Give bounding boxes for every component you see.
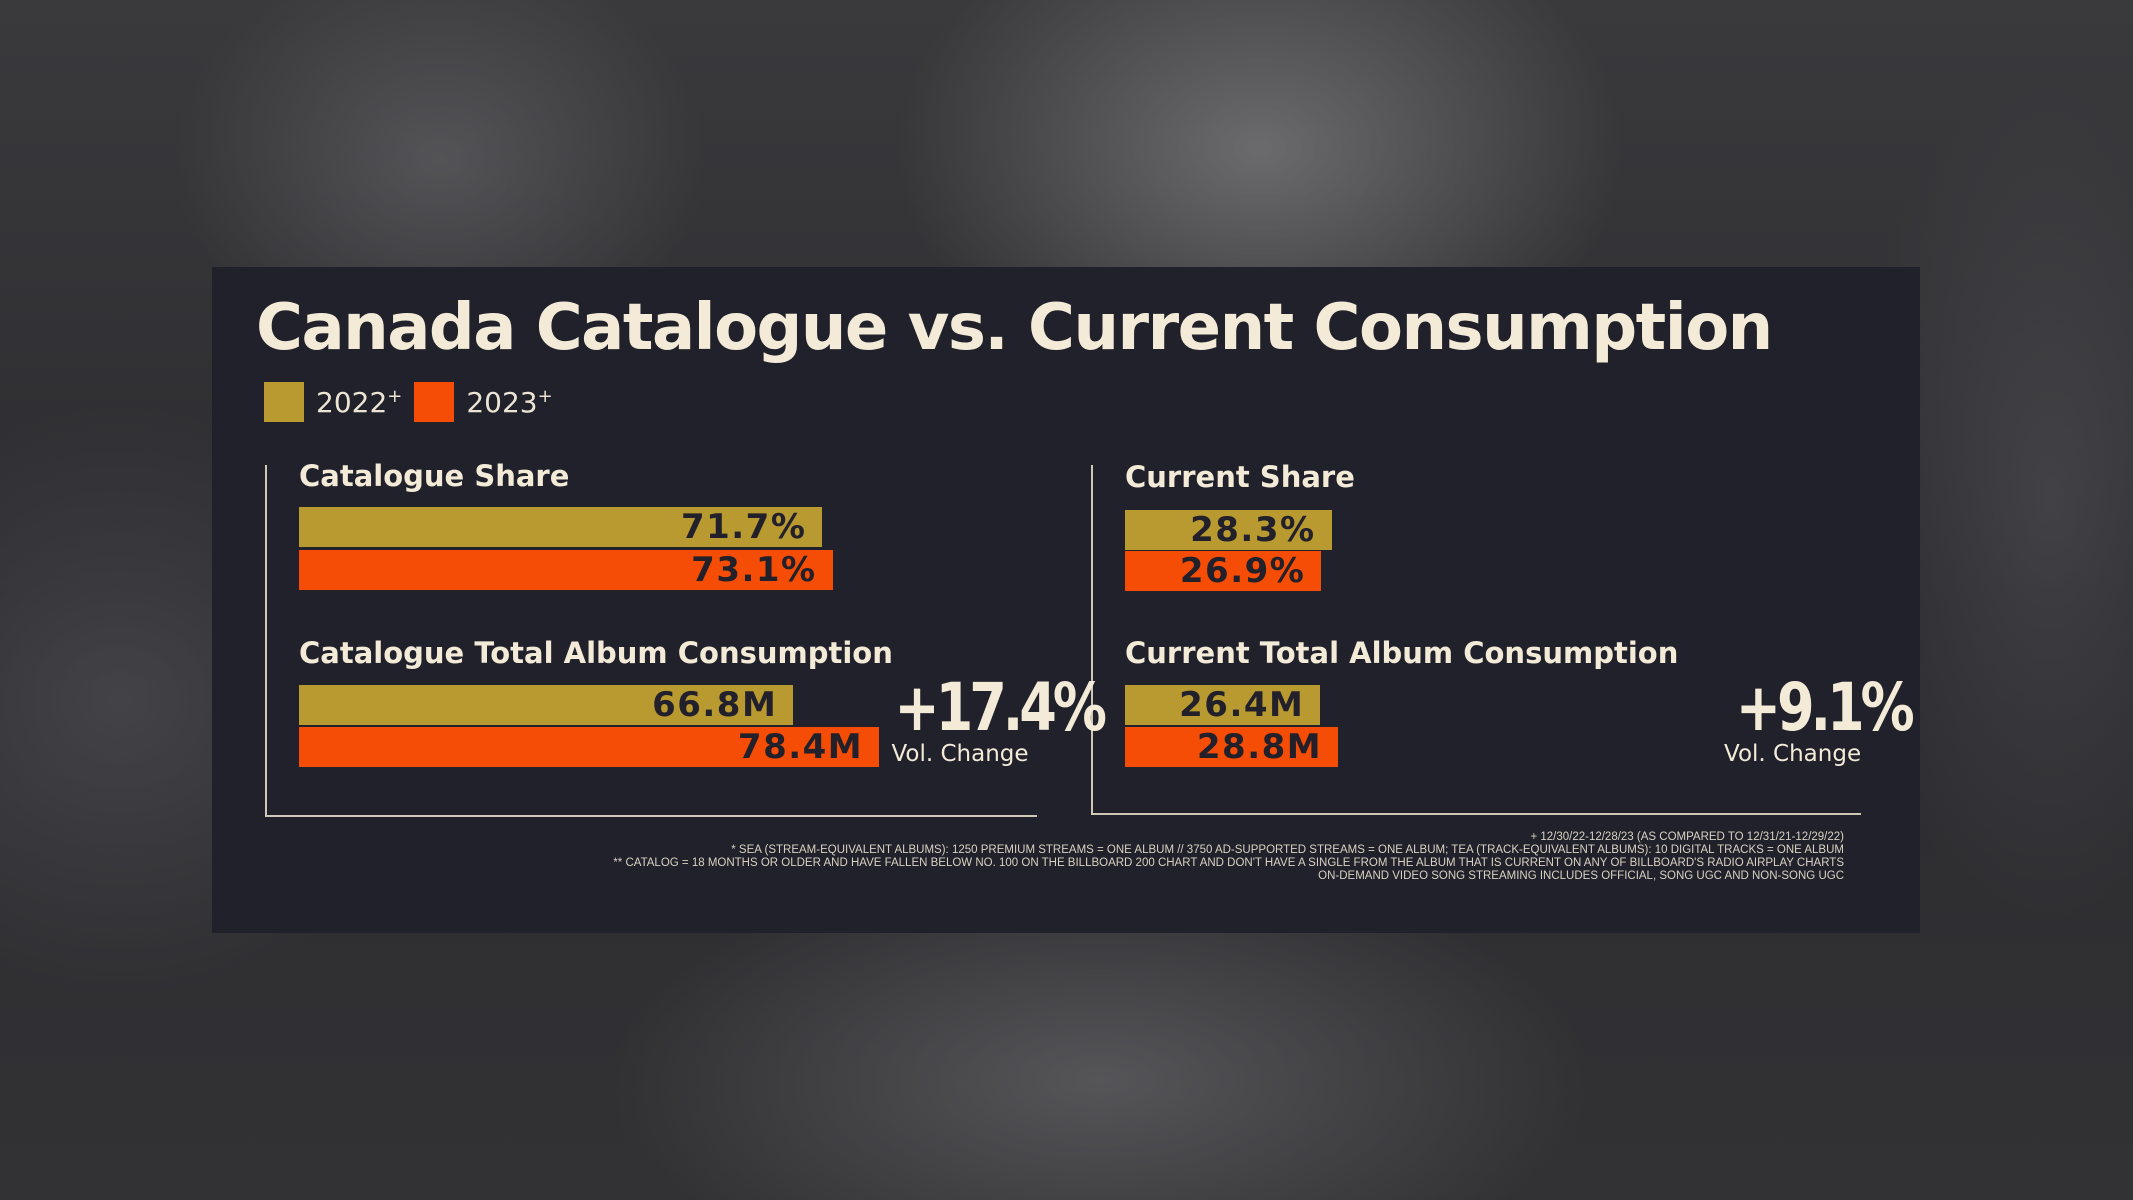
current-consumption-bar-2022: 26.4M	[1125, 685, 1321, 725]
legend-label-2022: 2022+	[316, 385, 403, 419]
current-volume-change: +9.1% Vol. Change	[1724, 669, 1915, 768]
chart-panel: Canada Catalogue vs. Current Consumption…	[212, 267, 1920, 933]
legend-item-2023: 2023+	[414, 382, 553, 422]
footnotes: + 12/30/22-12/28/23 (AS COMPARED TO 12/3…	[613, 831, 1844, 883]
legend: 2022+ 2023+	[264, 382, 565, 422]
catalogue-change-value: +17.4%	[894, 669, 1107, 746]
current-consumption-bar-2023: 28.8M	[1125, 727, 1339, 767]
catalogue-consumption-label-2023: 78.4M	[737, 727, 864, 767]
current-change-label: Vol. Change	[1724, 741, 1862, 767]
catalogue-change-label: Vol. Change	[891, 741, 1029, 767]
catalogue-consumption-bar-2023: 78.4M	[299, 727, 880, 767]
current-share-label-2022: 28.3%	[1190, 510, 1316, 550]
catalogue-consumption-bar-2022: 66.8M	[299, 685, 794, 725]
catalogue-share-bar-2022: 71.7%	[299, 507, 823, 547]
current-change-value: +9.1%	[1735, 669, 1915, 746]
current-share-bar-2022: 28.3%	[1125, 510, 1332, 550]
page-title: Canada Catalogue vs. Current Consumption	[256, 291, 1773, 365]
catalogue-share-title: Catalogue Share	[299, 459, 570, 493]
catalogue-share-label-2022: 71.7%	[680, 507, 807, 547]
legend-label-2023: 2023+	[466, 385, 553, 419]
current-consumption-label-2023: 28.8M	[1196, 727, 1323, 767]
left-group-vertical-line	[265, 465, 267, 817]
footnote-catalog-definition: ** CATALOG = 18 MONTHS OR OLDER AND HAVE…	[613, 857, 1844, 869]
right-group-vertical-line	[1091, 465, 1093, 815]
catalogue-consumption-label-2022: 66.8M	[652, 685, 778, 725]
catalogue-volume-change: +17.4% Vol. Change	[880, 669, 1107, 768]
left-group-baseline	[265, 815, 1037, 817]
legend-swatch-2022	[264, 382, 304, 422]
catalogue-consumption-title: Catalogue Total Album Consumption	[299, 636, 893, 670]
footnote-sea-tea: * SEA (STREAM-EQUIVALENT ALBUMS): 1250 P…	[731, 844, 1844, 856]
legend-swatch-2023	[414, 382, 455, 422]
catalogue-share-label-2023: 73.1%	[691, 550, 817, 590]
catalogue-share-bar-2023: 73.1%	[299, 550, 833, 590]
current-share-label-2023: 26.9%	[1179, 551, 1306, 591]
footnote-video-streaming: ON-DEMAND VIDEO SONG STREAMING INCLUDES …	[1318, 870, 1844, 882]
current-consumption-title: Current Total Album Consumption	[1125, 636, 1679, 670]
right-group-baseline	[1091, 813, 1861, 815]
footnote-date-range: + 12/30/22-12/28/23 (AS COMPARED TO 12/3…	[1530, 831, 1844, 843]
current-consumption-label-2022: 26.4M	[1179, 685, 1305, 725]
current-share-bar-2023: 26.9%	[1125, 551, 1322, 591]
current-share-title: Current Share	[1125, 460, 1355, 494]
legend-item-2022: 2022+	[264, 382, 402, 422]
